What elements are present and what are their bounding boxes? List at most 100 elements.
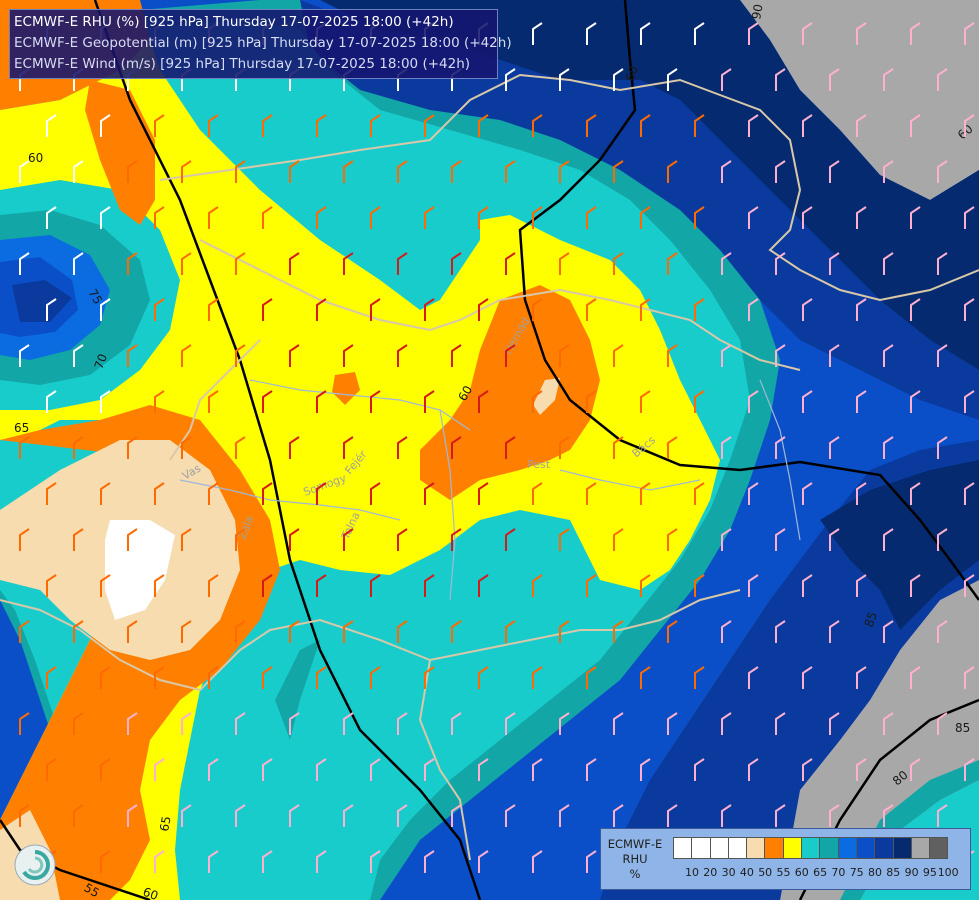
wind-barb [397, 160, 408, 183]
wind-barb [505, 436, 516, 459]
wind-barb [478, 114, 489, 137]
wind-barb [640, 22, 651, 45]
wind-barb [559, 528, 570, 551]
wind-barb [262, 390, 273, 413]
wind-barb [289, 804, 300, 827]
wind-barb [721, 160, 732, 183]
wind-barb [154, 666, 165, 689]
wind-barb [370, 206, 381, 229]
wind-barb [910, 114, 921, 137]
legend-tick-label: 40 [739, 866, 754, 879]
rivers [179, 379, 801, 601]
wind-barb [856, 22, 867, 45]
wind-barb [208, 206, 219, 229]
country-borders [0, 73, 979, 861]
wind-barb [343, 344, 354, 367]
wind-barb [127, 252, 138, 275]
wind-barb [181, 160, 192, 183]
wind-barb [154, 298, 165, 321]
wind-barb [964, 666, 975, 689]
wind-barb [397, 620, 408, 643]
wind-barb [316, 574, 327, 597]
wind-barb [208, 482, 219, 505]
wind-barb [451, 252, 462, 275]
wind-barb [937, 68, 948, 91]
wind-barb [694, 114, 705, 137]
wind-barb [370, 298, 381, 321]
wind-barb [883, 620, 894, 643]
rhu-fill-90-se [820, 460, 979, 630]
wind-barb [613, 620, 624, 643]
wind-barb [73, 160, 84, 183]
wind-barb [856, 114, 867, 137]
wind-barb [73, 620, 84, 643]
wind-barb [532, 850, 543, 873]
wind-barb [262, 850, 273, 873]
legend-model: ECMWF-E [607, 837, 663, 851]
wind-barb [937, 160, 948, 183]
wind-barb [964, 390, 975, 413]
wind-barb [424, 206, 435, 229]
contour-label: 60 [28, 151, 43, 165]
wind-barb [910, 482, 921, 505]
wind-barb [586, 482, 597, 505]
wind-barb [613, 344, 624, 367]
wind-barb [46, 574, 57, 597]
wind-barb [262, 482, 273, 505]
wind-barb [289, 252, 300, 275]
legend-tick-label: 65 [813, 866, 828, 879]
wind-barb [640, 666, 651, 689]
wind-barb [46, 206, 57, 229]
wind-barb [910, 298, 921, 321]
wind-barb [505, 804, 516, 827]
wind-barb [370, 850, 381, 873]
wind-barb [613, 436, 624, 459]
wind-barb [613, 160, 624, 183]
wind-barb [343, 160, 354, 183]
wind-barb [154, 390, 165, 413]
wind-barb [289, 160, 300, 183]
wind-barb [586, 298, 597, 321]
wind-barb [532, 666, 543, 689]
wind-barb [451, 160, 462, 183]
wind-barb [100, 758, 111, 781]
contour-label: 85 [955, 721, 970, 735]
wind-barb [343, 252, 354, 275]
title-geopotential: ECMWF-E Geopotential (m) [925 hPa] Thurs… [14, 35, 512, 51]
contour-label: 65 [157, 815, 173, 832]
legend-tick-label: 85 [886, 866, 901, 879]
wind-barb [46, 298, 57, 321]
wind-barb [667, 436, 678, 459]
rhu-fill-90 [320, 0, 979, 370]
wind-barb [370, 666, 381, 689]
wind-barb [937, 528, 948, 551]
legend-box [874, 837, 894, 859]
wind-barb [100, 666, 111, 689]
legend-box [819, 837, 839, 859]
wind-barb [964, 298, 975, 321]
rhu-fill-95 [740, 0, 979, 200]
wind-barb [478, 758, 489, 781]
wind-barb [748, 206, 759, 229]
wind-barb [721, 804, 732, 827]
wind-barb [640, 482, 651, 505]
wind-barb [802, 758, 813, 781]
wind-barb [532, 390, 543, 413]
wind-barb [829, 804, 840, 827]
wind-barb [559, 68, 570, 91]
wind-barb [937, 712, 948, 735]
wind-barb [235, 436, 246, 459]
wind-barb [775, 252, 786, 275]
wind-barb [910, 390, 921, 413]
wind-barb [532, 22, 543, 45]
wind-barb [397, 804, 408, 827]
wind-barb [532, 206, 543, 229]
wind-barb [127, 344, 138, 367]
wind-barb [127, 160, 138, 183]
wind-barb [73, 528, 84, 551]
wind-barb [343, 804, 354, 827]
legend-box [764, 837, 784, 859]
wind-barb [748, 114, 759, 137]
wind-barb [640, 206, 651, 229]
wind-barb [775, 620, 786, 643]
